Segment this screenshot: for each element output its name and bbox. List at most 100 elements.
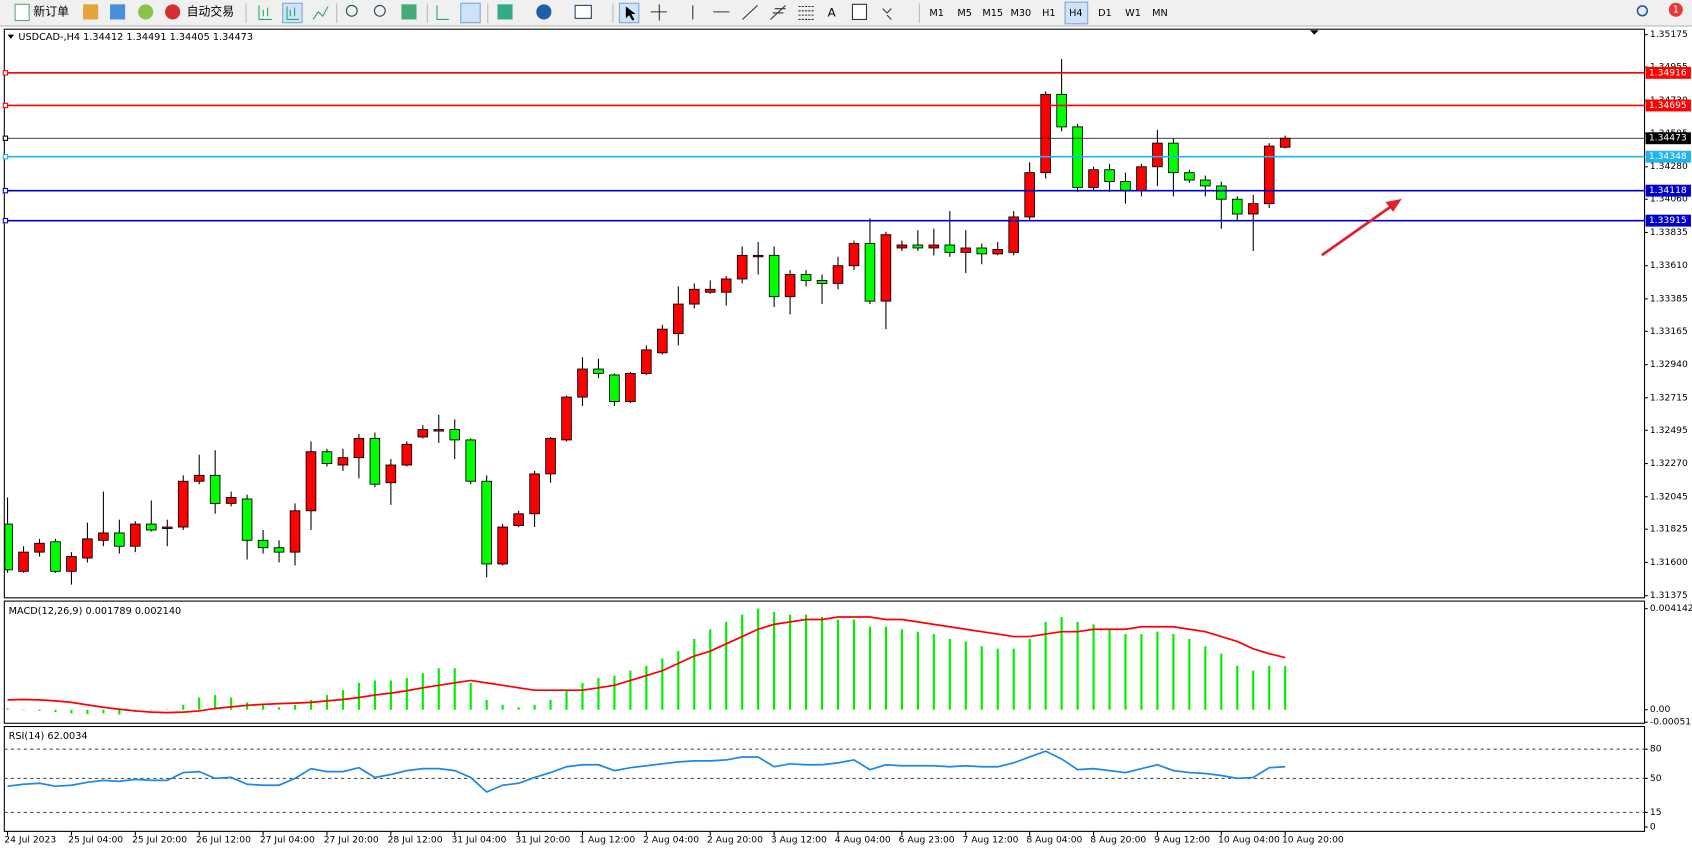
histogram-bar (102, 709, 105, 714)
y-tick-label: 1.32940 (1650, 359, 1688, 370)
candle-body (816, 280, 828, 284)
trendline-tool[interactable] (742, 5, 758, 20)
candle-body (161, 526, 173, 529)
histogram-bar (757, 608, 760, 710)
histogram-bar (501, 704, 504, 710)
histogram-bar (118, 709, 121, 715)
histogram-bar (533, 704, 536, 710)
candle-body (401, 443, 413, 466)
channel-tool[interactable] (770, 5, 786, 20)
auto-trading-button[interactable]: 自动交易 (165, 4, 234, 20)
candle-body (864, 243, 876, 302)
notification-badge[interactable] (1668, 2, 1683, 17)
candle-body (177, 480, 189, 528)
notification-count[interactable]: 1 (1673, 5, 1679, 16)
active-timeframe[interactable] (1064, 1, 1089, 25)
histogram-bar (709, 629, 712, 710)
icon[interactable] (83, 4, 99, 20)
candle-body (625, 373, 636, 402)
y-tick-label: 1.33835 (1650, 227, 1688, 238)
candle-body (529, 473, 540, 515)
histogram-bar (916, 631, 919, 710)
fibo-tool[interactable] (798, 5, 814, 21)
bar-chart-icon[interactable] (258, 5, 272, 21)
timeframe-button[interactable]: D1 (1098, 8, 1112, 19)
histogram-bar (741, 614, 744, 710)
period-icon[interactable] (536, 4, 552, 20)
price-tag-label: 1.34695 (1649, 100, 1687, 111)
icon (165, 4, 181, 20)
histogram-bar (597, 678, 600, 710)
histogram-bar (54, 709, 57, 713)
arrow-head (1385, 198, 1402, 212)
candle-body (912, 244, 924, 249)
autoscroll-icon[interactable] (436, 5, 449, 21)
histogram-bar (1204, 646, 1207, 710)
price-tag (1645, 150, 1691, 163)
timeframe-button[interactable]: M30 (1010, 8, 1031, 19)
new-order-button[interactable]: 新订单 (14, 3, 69, 22)
price-tag-label: 1.34473 (1649, 133, 1687, 144)
candle-body (225, 497, 237, 504)
candle-body (848, 243, 860, 267)
indicator-icon[interactable] (497, 4, 513, 20)
search-icon[interactable] (1636, 5, 1649, 17)
candle-body (704, 288, 716, 293)
candle-body (34, 542, 45, 553)
candle-body (66, 556, 77, 572)
histogram-bar (1060, 617, 1063, 710)
candle-body (1279, 137, 1291, 148)
tile-icon[interactable] (401, 4, 417, 20)
histogram-bar (820, 617, 824, 710)
x-tick-label: 8 Aug 04:00 (1026, 835, 1082, 846)
y-tick-label: 1.32270 (1650, 458, 1688, 469)
text-tool[interactable]: A (828, 5, 837, 19)
histogram-bar (150, 709, 153, 711)
histogram-bar (948, 638, 951, 710)
icon[interactable] (138, 4, 154, 20)
crosshair-icon[interactable] (650, 4, 667, 21)
y-tick-label: 80 (1650, 744, 1662, 755)
new-order-label[interactable]: 新订单 (33, 4, 69, 18)
price-tag-label: 1.33915 (1649, 215, 1687, 226)
pressed-button[interactable] (460, 2, 481, 24)
price-tag (1645, 66, 1691, 79)
candle-body (1200, 179, 1211, 187)
timeframe-button[interactable]: M1 (929, 8, 944, 19)
zoom-out-icon[interactable] (373, 4, 386, 17)
plot: 1.31375 1.31600 1.31825 1.32045 1.32270 1.324… (2, 29, 1692, 846)
candle-body (273, 547, 285, 553)
candle-body (976, 247, 988, 255)
timeframe-button[interactable]: H4 (1069, 8, 1082, 19)
histogram-bar (6, 708, 9, 710)
histogram-bar (469, 682, 472, 710)
timeframe-button[interactable]: M5 (957, 8, 972, 19)
candle-body (193, 474, 205, 482)
timeframe-button[interactable]: M15 (982, 8, 1003, 19)
x-tick-label: 28 Jul 12:00 (388, 835, 443, 846)
timeframe-button[interactable]: MN (1152, 8, 1168, 19)
y-tick-label: 1.35175 (1650, 29, 1688, 40)
label-tool[interactable] (851, 3, 868, 21)
candle-body (896, 244, 908, 249)
price-panel (3, 28, 1646, 599)
timeframe-button[interactable]: H1 (1042, 8, 1055, 19)
template-icon[interactable] (574, 4, 592, 19)
arrows-tool[interactable] (882, 8, 892, 20)
histogram-bar (996, 648, 999, 710)
toolbar-bg (0, 0, 1692, 26)
histogram-bar (86, 709, 89, 715)
candle-body (609, 374, 620, 402)
auto-trading-label[interactable]: 自动交易 (187, 4, 234, 18)
histogram-bar (1028, 638, 1031, 710)
timeframe-button[interactable]: W1 (1125, 8, 1141, 19)
zoom-in-icon[interactable] (345, 4, 358, 17)
price-line-handle (2, 135, 9, 141)
price-line-handle (2, 70, 9, 76)
line-chart-icon[interactable] (312, 6, 329, 20)
histogram-bar (613, 675, 616, 710)
candle-body (720, 278, 732, 293)
histogram-bar (1236, 665, 1239, 710)
icon[interactable] (110, 4, 126, 20)
series-line (7, 750, 1286, 794)
